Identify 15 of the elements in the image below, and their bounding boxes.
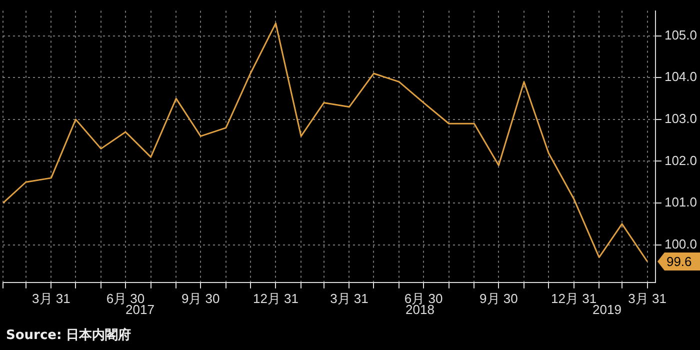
y-tick-label: 101.0 (664, 194, 698, 210)
y-tick-label: 102.0 (664, 152, 698, 168)
data-label: 99.6 (666, 254, 692, 270)
y-tick-label: 103.0 (664, 111, 698, 126)
y-tick-label: 105.0 (664, 27, 698, 42)
x-tick-label: 3月 31 (330, 290, 368, 306)
x-tick-label: 12月 31 (252, 290, 299, 306)
x-tick-label: 3月 31 (32, 290, 70, 306)
x-tick-label: 3月 31 (628, 290, 666, 306)
y-tick-label: 100.0 (664, 236, 698, 252)
x-tick-label: 6月 30 (404, 290, 443, 306)
x-tick-label: 9月 30 (480, 290, 518, 306)
y-tick-label: 104.0 (664, 69, 698, 84)
x-tick-label: 9月 30 (181, 290, 220, 306)
source-note: Source: 日本内閣府 (5, 326, 132, 344)
